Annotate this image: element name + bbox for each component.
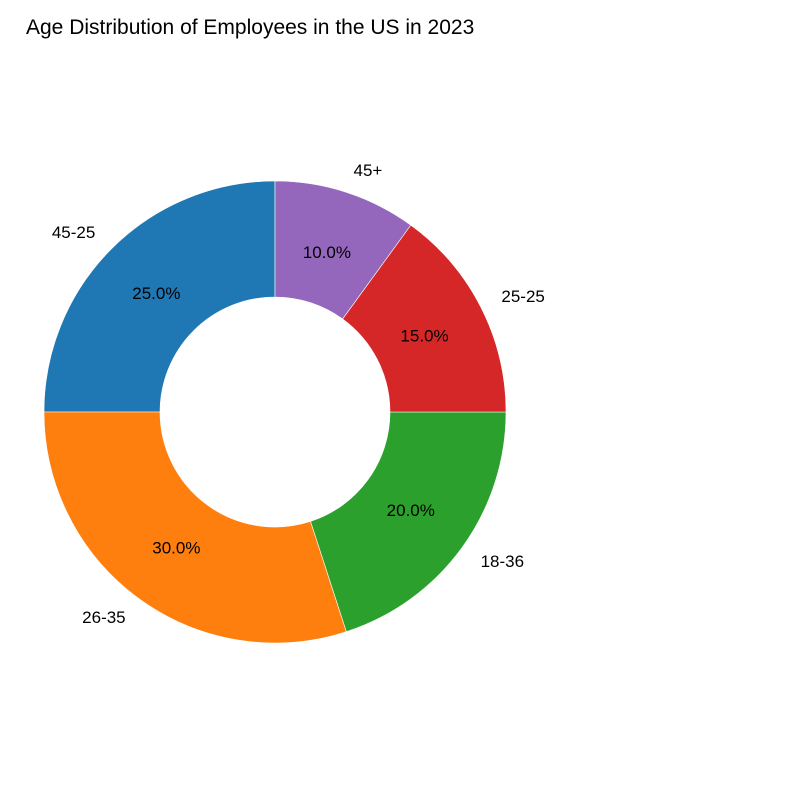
slices-group bbox=[43, 180, 507, 644]
pct-label-45-25: 25.0% bbox=[132, 284, 180, 303]
category-label-18-36: 18-36 bbox=[481, 552, 524, 571]
category-label-25-25: 25-25 bbox=[501, 287, 544, 306]
slice-26-35 bbox=[43, 411, 347, 644]
pct-label-45plus: 10.0% bbox=[303, 243, 351, 262]
pct-label-26-35: 30.0% bbox=[152, 538, 200, 557]
chart-title: Age Distribution of Employees in the US … bbox=[26, 16, 475, 39]
category-label-45plus: 45+ bbox=[354, 161, 383, 180]
pct-label-18-36: 20.0% bbox=[387, 501, 435, 520]
slice-25-25 bbox=[342, 224, 507, 413]
category-label-45-25: 45-25 bbox=[52, 223, 95, 242]
slice-18-36 bbox=[310, 411, 507, 633]
slice-45plus bbox=[274, 180, 412, 320]
slice-45-25 bbox=[43, 180, 276, 413]
labels-group: 25.0% 45-25 30.0% 26-35 20.0% 18-36 15.0% 25-25… bbox=[52, 161, 545, 627]
pct-label-25-25: 15.0% bbox=[400, 326, 448, 345]
category-label-26-35: 26-35 bbox=[82, 608, 125, 627]
